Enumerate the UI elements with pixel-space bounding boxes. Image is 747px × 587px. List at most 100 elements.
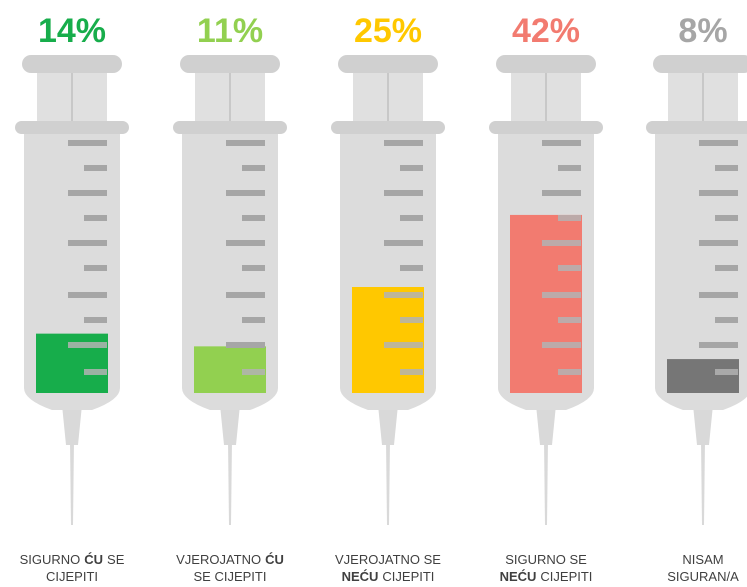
- flange: [173, 121, 287, 134]
- graduation: [242, 215, 265, 221]
- graduation: [84, 165, 107, 171]
- category-label: VJEROJATNO ĆU: [176, 552, 284, 567]
- label-part: VJEROJATNO: [176, 552, 261, 567]
- plunger-cap: [496, 55, 596, 73]
- graduation: [68, 240, 107, 246]
- percent-label: 25%: [354, 12, 422, 50]
- graduation: [542, 342, 581, 348]
- label-part: CIJEPITI: [540, 569, 592, 584]
- graduation: [400, 369, 423, 375]
- flange: [646, 121, 747, 134]
- flange: [331, 121, 445, 134]
- category-label: VJEROJATNO SE: [335, 552, 441, 567]
- graduation: [226, 342, 265, 348]
- graduation: [699, 240, 738, 246]
- needle: [228, 440, 232, 525]
- graduation: [699, 342, 738, 348]
- needle-hub: [536, 405, 556, 445]
- label-part: SIGURNO: [20, 552, 81, 567]
- graduation: [226, 140, 265, 146]
- category-label: CIJEPITI: [46, 569, 98, 584]
- graduation: [242, 165, 265, 171]
- graduation: [226, 240, 265, 246]
- graduation: [242, 369, 265, 375]
- category-label: SIGURAN/A: [667, 569, 739, 584]
- label-part: ĆU: [84, 552, 103, 567]
- graduation: [400, 265, 423, 271]
- graduation: [542, 240, 581, 246]
- plunger-cap: [180, 55, 280, 73]
- graduation: [715, 165, 738, 171]
- graduation: [68, 140, 107, 146]
- label-part: SE: [107, 552, 125, 567]
- label-part: SE CIJEPITI: [194, 569, 267, 584]
- graduation: [715, 215, 738, 221]
- graduation: [558, 265, 581, 271]
- graduation: [542, 190, 581, 196]
- graduation: [715, 317, 738, 323]
- graduation: [558, 317, 581, 323]
- graduation: [699, 190, 738, 196]
- label-part: NEĆU: [500, 569, 537, 584]
- graduation: [558, 215, 581, 221]
- needle-hub: [378, 405, 398, 445]
- flange: [15, 121, 129, 134]
- infographic: 14%SIGURNOĆUSECIJEPITI11%VJEROJATNOĆUSE …: [0, 0, 747, 587]
- graduation: [68, 342, 107, 348]
- needle: [701, 440, 705, 525]
- graduation: [242, 265, 265, 271]
- percent-label: 8%: [678, 12, 727, 50]
- needle: [386, 440, 390, 525]
- category-label: NISAM: [682, 552, 723, 567]
- label-part: NISAM: [682, 552, 723, 567]
- label-part: VJEROJATNO SE: [335, 552, 441, 567]
- percent-label: 42%: [512, 12, 580, 50]
- graduation: [542, 292, 581, 298]
- graduation: [715, 265, 738, 271]
- graduation: [558, 165, 581, 171]
- graduation: [699, 292, 738, 298]
- label-part: SIGURNO SE: [505, 552, 587, 567]
- label-part: SIGURAN/A: [667, 569, 739, 584]
- needle: [544, 440, 548, 525]
- fill-level: [352, 287, 424, 393]
- graduation: [715, 369, 738, 375]
- category-label: SIGURNO SE: [505, 552, 587, 567]
- graduation: [226, 292, 265, 298]
- needle-hub: [220, 405, 240, 445]
- graduation: [699, 140, 738, 146]
- graduation: [84, 369, 107, 375]
- graduation: [84, 265, 107, 271]
- label-part: CIJEPITI: [382, 569, 434, 584]
- syringe: [331, 55, 445, 525]
- needle-hub: [693, 405, 713, 445]
- graduation: [558, 369, 581, 375]
- plunger-cap: [338, 55, 438, 73]
- syringe: [173, 55, 287, 525]
- needle: [70, 440, 74, 525]
- percent-label: 11%: [197, 12, 263, 50]
- syringe: [15, 55, 129, 525]
- graduation: [226, 190, 265, 196]
- label-part: CIJEPITI: [46, 569, 98, 584]
- graduation: [542, 140, 581, 146]
- category-label: NEĆUCIJEPITI: [342, 569, 435, 584]
- graduation: [384, 240, 423, 246]
- graduation: [242, 317, 265, 323]
- category-label: SE CIJEPITI: [194, 569, 267, 584]
- graduation: [384, 342, 423, 348]
- plunger-cap: [653, 55, 747, 73]
- graduation: [400, 215, 423, 221]
- graduation: [384, 140, 423, 146]
- label-part: ĆU: [265, 552, 284, 567]
- graduation: [84, 215, 107, 221]
- flange: [489, 121, 603, 134]
- graduation: [384, 292, 423, 298]
- syringe: [646, 55, 747, 525]
- graduation: [68, 292, 107, 298]
- graduation: [400, 317, 423, 323]
- graduation: [68, 190, 107, 196]
- graduation: [400, 165, 423, 171]
